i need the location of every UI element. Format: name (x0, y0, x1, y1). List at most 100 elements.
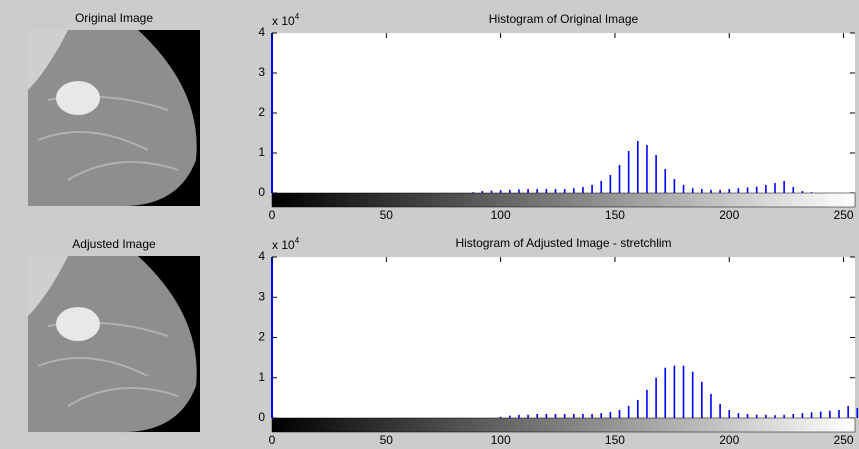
chart-title: Histogram of Adjusted Image - stretchlim (455, 236, 671, 250)
bar (564, 189, 566, 193)
x-tick-label: 50 (380, 433, 394, 447)
bar (637, 400, 639, 418)
bar (838, 410, 840, 418)
x-tick-label: 200 (719, 433, 739, 447)
bar (564, 414, 566, 418)
bar (692, 372, 694, 418)
bar (655, 155, 657, 193)
x-tick-label: 200 (719, 208, 739, 222)
y-tick-label: 3 (258, 289, 265, 303)
bar (582, 414, 584, 418)
bar (811, 412, 813, 418)
y-tick-label: 0 (258, 410, 265, 424)
bar (600, 181, 602, 193)
x-tick-label: 0 (269, 433, 276, 447)
bar (573, 414, 575, 418)
bar (719, 190, 721, 193)
bar (646, 390, 648, 418)
bar (591, 185, 593, 193)
bar (591, 414, 593, 418)
bar (747, 187, 749, 193)
bar (610, 412, 612, 418)
x-tick-label: 100 (491, 208, 511, 222)
x-tick-label: 250 (834, 433, 854, 447)
x-tick-label: 150 (605, 208, 625, 222)
bar (509, 416, 511, 418)
bar (628, 151, 630, 193)
bar (628, 406, 630, 418)
bar (664, 169, 666, 193)
bar (674, 366, 676, 418)
bar (765, 185, 767, 193)
y-tick-label: 2 (258, 105, 265, 119)
bar (555, 189, 557, 193)
y-tick-label: 1 (258, 145, 265, 159)
bar (683, 366, 685, 418)
bar (802, 413, 804, 418)
bar (847, 406, 849, 418)
multiplier-base: x 10 (272, 238, 295, 252)
bar (683, 185, 685, 193)
bar (802, 191, 804, 193)
bar (527, 415, 529, 418)
bar (536, 414, 538, 418)
multiplier-exp: 4 (295, 236, 300, 245)
bar (546, 189, 548, 193)
bar (509, 190, 511, 193)
bar (856, 408, 858, 418)
multiplier-exp: 4 (295, 12, 300, 21)
x-tick-label: 50 (380, 208, 394, 222)
bar (710, 394, 712, 418)
y-tick-label: 0 (258, 185, 265, 199)
bar (582, 187, 584, 193)
page: Original Image Adjusted Image Histogram … (0, 0, 859, 449)
bar (518, 189, 520, 193)
bar (738, 188, 740, 193)
chart-title: Histogram of Original Image (489, 12, 639, 26)
image-title: Original Image (75, 11, 153, 25)
original-image (28, 30, 200, 206)
bar (701, 189, 703, 193)
multiplier-base: x 10 (272, 14, 295, 28)
bar (719, 404, 721, 418)
bar (482, 191, 484, 193)
x-tick-label: 0 (269, 208, 276, 222)
y-tick-label: 3 (258, 65, 265, 79)
bar (664, 368, 666, 418)
bar (774, 183, 776, 193)
bar (637, 141, 639, 193)
bar (600, 413, 602, 418)
bar (728, 189, 730, 193)
adjusted-image (28, 256, 200, 432)
colorbar (272, 418, 855, 432)
bar (518, 415, 520, 418)
bar (792, 187, 794, 193)
colorbar (272, 193, 855, 207)
bar (701, 382, 703, 418)
y-tick-label: 2 (258, 330, 265, 344)
bar (728, 410, 730, 418)
bar (573, 188, 575, 193)
bar (674, 179, 676, 193)
x-tick-label: 100 (491, 433, 511, 447)
bar (820, 412, 822, 418)
plot-area (272, 257, 855, 418)
bar (783, 181, 785, 193)
y-tick-label: 4 (258, 25, 265, 39)
bar (546, 414, 548, 418)
y-tick-label: 4 (258, 249, 265, 263)
bar (774, 415, 776, 418)
bar (619, 165, 621, 193)
bar (527, 189, 529, 193)
image-title: Adjusted Image (72, 237, 156, 251)
bar (829, 411, 831, 418)
bar (756, 415, 758, 418)
x-tick-label: 150 (605, 433, 625, 447)
bar (692, 188, 694, 193)
bar (747, 414, 749, 418)
bar (783, 415, 785, 418)
y-tick-label: 1 (258, 370, 265, 384)
bar (792, 414, 794, 418)
bar (610, 175, 612, 193)
bar (646, 145, 648, 193)
